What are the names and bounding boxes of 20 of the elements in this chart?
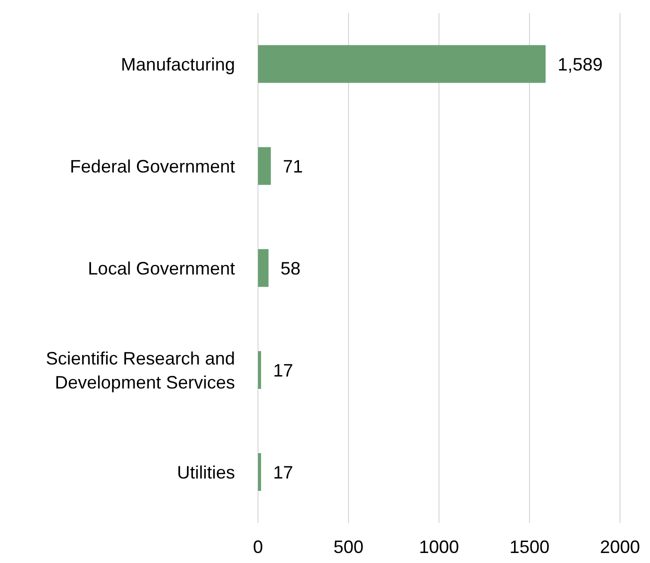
y-tick-label: Federal Government bbox=[70, 156, 235, 176]
x-tick-label: 1500 bbox=[509, 537, 550, 557]
data-label: 17 bbox=[273, 360, 294, 380]
bar bbox=[258, 453, 262, 491]
y-tick-label: Manufacturing bbox=[120, 54, 235, 74]
y-tick-label: Scientific Research and Development Services bbox=[46, 348, 235, 392]
bar bbox=[258, 45, 546, 83]
bar bbox=[258, 249, 268, 287]
x-tick-label: 1000 bbox=[418, 537, 460, 557]
y-tick-label: Utilities bbox=[176, 462, 235, 482]
data-label: 58 bbox=[280, 258, 301, 278]
x-tick-label: 2000 bbox=[600, 537, 640, 557]
bar bbox=[258, 351, 262, 389]
data-label: 17 bbox=[273, 462, 294, 482]
data-label: 1,589 bbox=[558, 54, 603, 74]
y-tick-label: Local Government bbox=[88, 258, 235, 278]
x-tick-label: 500 bbox=[333, 537, 364, 557]
data-label: 71 bbox=[282, 156, 303, 176]
x-tick-label: 0 bbox=[252, 537, 264, 557]
bar bbox=[258, 147, 271, 185]
